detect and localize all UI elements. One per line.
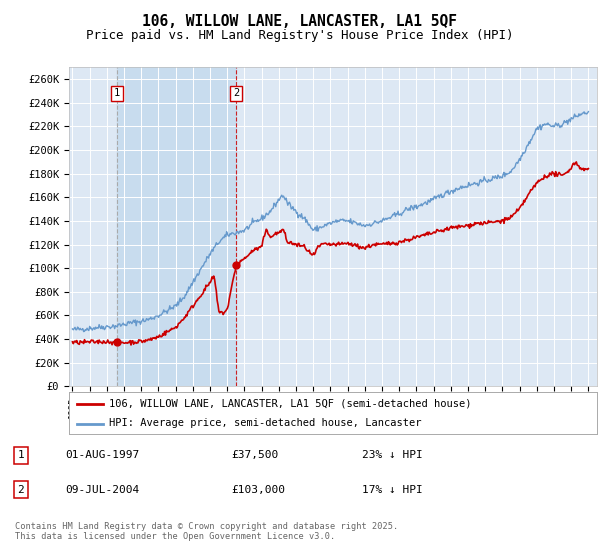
Text: Contains HM Land Registry data © Crown copyright and database right 2025.
This d: Contains HM Land Registry data © Crown c… (15, 522, 398, 542)
Text: Price paid vs. HM Land Registry's House Price Index (HPI): Price paid vs. HM Land Registry's House … (86, 29, 514, 42)
Text: £37,500: £37,500 (232, 450, 279, 460)
Text: 2: 2 (17, 484, 24, 494)
Text: 106, WILLOW LANE, LANCASTER, LA1 5QF (semi-detached house): 106, WILLOW LANE, LANCASTER, LA1 5QF (se… (109, 399, 471, 409)
Text: 1: 1 (17, 450, 24, 460)
Text: 23% ↓ HPI: 23% ↓ HPI (362, 450, 423, 460)
Text: £103,000: £103,000 (232, 484, 286, 494)
Text: 2: 2 (233, 88, 239, 98)
Text: 106, WILLOW LANE, LANCASTER, LA1 5QF: 106, WILLOW LANE, LANCASTER, LA1 5QF (143, 14, 458, 29)
Text: 17% ↓ HPI: 17% ↓ HPI (362, 484, 423, 494)
Text: 1: 1 (113, 88, 120, 98)
Text: HPI: Average price, semi-detached house, Lancaster: HPI: Average price, semi-detached house,… (109, 418, 421, 428)
Text: 09-JUL-2004: 09-JUL-2004 (65, 484, 140, 494)
Bar (117, 67, 236, 386)
Text: 01-AUG-1997: 01-AUG-1997 (65, 450, 140, 460)
